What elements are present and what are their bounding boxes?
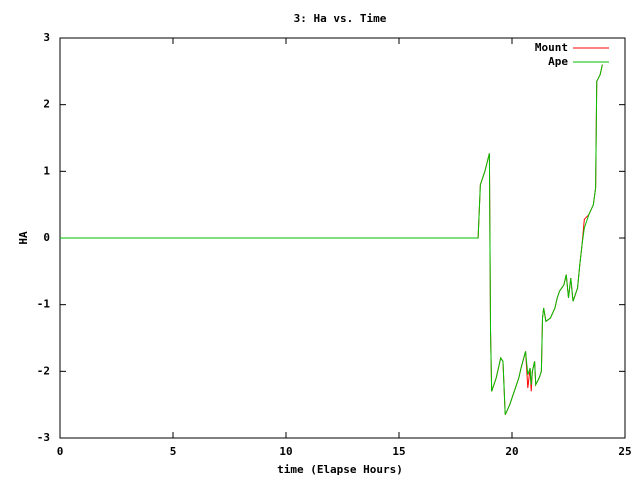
x-axis-label: time (Elapse Hours) xyxy=(277,463,403,476)
x-tick-label: 15 xyxy=(392,445,405,458)
y-tick-label: 0 xyxy=(43,231,50,244)
x-tick-label: 0 xyxy=(57,445,64,458)
y-axis-label: HA xyxy=(17,231,30,245)
x-tick-label: 25 xyxy=(618,445,631,458)
y-tick-label: 1 xyxy=(43,164,50,177)
x-tick-label: 20 xyxy=(505,445,518,458)
y-tick-label: -1 xyxy=(37,298,51,311)
y-tick-label: 2 xyxy=(43,98,50,111)
legend-label: Mount xyxy=(535,41,568,54)
y-tick-label: 3 xyxy=(43,31,50,44)
x-tick-label: 5 xyxy=(170,445,177,458)
legend-label: Ape xyxy=(548,55,568,68)
y-tick-label: -2 xyxy=(37,364,50,377)
chart-title: 3: Ha vs. Time xyxy=(294,12,387,25)
series-line xyxy=(60,64,603,415)
x-tick-label: 10 xyxy=(279,445,292,458)
series-line xyxy=(60,64,603,415)
y-tick-label: -3 xyxy=(37,431,50,444)
